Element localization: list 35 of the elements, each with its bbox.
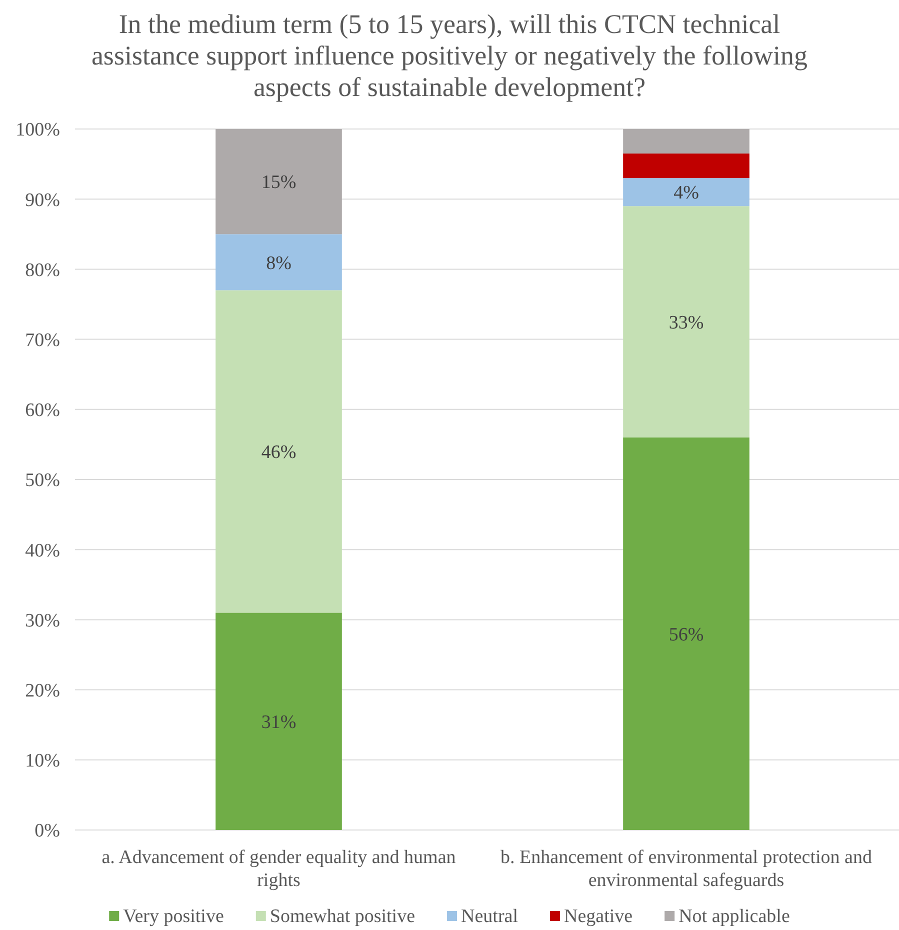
y-tick-label: 40% bbox=[25, 540, 60, 562]
bar bbox=[216, 129, 342, 234]
data-label: 4% bbox=[674, 182, 700, 204]
legend-label: Somewhat positive bbox=[270, 906, 416, 927]
y-tick-label: 0% bbox=[34, 820, 60, 842]
data-label: 33% bbox=[668, 312, 704, 334]
y-tick-label: 60% bbox=[25, 400, 60, 422]
data-label: 8% bbox=[266, 252, 292, 274]
y-tick-label: 10% bbox=[25, 750, 60, 772]
legend-label: Very positive bbox=[123, 906, 224, 927]
y-tick-label: 80% bbox=[25, 260, 60, 281]
y-tick-label: 100% bbox=[16, 120, 60, 141]
bar bbox=[623, 206, 750, 438]
legend-label: Negative bbox=[564, 906, 633, 927]
bar bbox=[216, 290, 342, 613]
y-tick-label: 90% bbox=[25, 190, 60, 211]
legend-label: Not applicable bbox=[678, 906, 790, 927]
bar bbox=[623, 437, 750, 830]
y-tick-label: 50% bbox=[25, 470, 60, 492]
data-label: 46% bbox=[261, 442, 296, 464]
bar bbox=[216, 612, 342, 830]
data-label: 56% bbox=[668, 624, 704, 646]
bar bbox=[623, 154, 750, 178]
legend-label: Neutral bbox=[461, 906, 518, 927]
x-tick-label: a. Advancement of gender equality and human rights bbox=[102, 847, 456, 891]
data-label: 15% bbox=[261, 172, 296, 194]
x-tick-label: b. Enhancement of environmental protection and environmental safeguards bbox=[500, 847, 872, 891]
data-label: 31% bbox=[261, 712, 296, 733]
y-tick-label: 20% bbox=[25, 680, 60, 702]
bar bbox=[216, 234, 342, 290]
chart-title: In the medium term (5 to 15 years), will this CTCN technical assistance support influence positively or negatively the following aspects of sustainable development? bbox=[91, 9, 808, 102]
y-tick-label: 70% bbox=[25, 330, 60, 351]
y-tick-label: 30% bbox=[25, 610, 60, 632]
bar bbox=[623, 129, 750, 154]
bar bbox=[623, 178, 750, 206]
